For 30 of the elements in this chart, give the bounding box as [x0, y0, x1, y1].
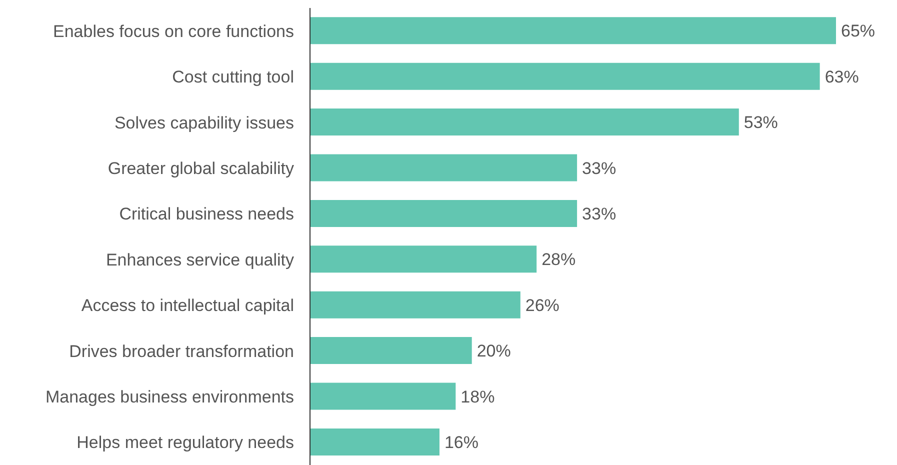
y-tick-label: Helps meet regulatory needs [76, 433, 294, 452]
data-label: 18% [460, 387, 495, 406]
data-label: 20% [476, 342, 511, 361]
y-tick-label: Critical business needs [119, 204, 294, 224]
bar [310, 291, 520, 318]
y-tick-label: Access to intellectual capital [81, 296, 294, 316]
data-label: 63% [824, 67, 859, 86]
y-tick-label: Solves capability issues [114, 113, 294, 132]
data-label: 33% [582, 158, 616, 178]
data-label: 33% [582, 204, 616, 224]
bar [310, 428, 440, 456]
y-tick-label: Enhances service quality [106, 250, 294, 270]
bar [310, 108, 739, 136]
y-tick-label: Manages business environments [45, 387, 294, 406]
bar [310, 200, 578, 227]
y-tick-label: Cost cutting tool [172, 68, 294, 87]
bar [310, 154, 578, 182]
y-tick-label: Enables focus on core functions [53, 22, 294, 41]
y-tick-label: Drives broader transformation [69, 342, 294, 361]
data-label: 28% [542, 250, 576, 270]
data-label: 53% [744, 113, 778, 132]
data-label: 26% [525, 296, 560, 315]
bar [310, 62, 820, 90]
bar [310, 382, 456, 410]
bar [310, 246, 537, 273]
data-label: 16% [444, 432, 479, 452]
bar [310, 337, 472, 364]
data-label: 65% [841, 22, 876, 41]
bar [310, 17, 836, 44]
y-tick-label: Greater global scalability [108, 158, 294, 178]
